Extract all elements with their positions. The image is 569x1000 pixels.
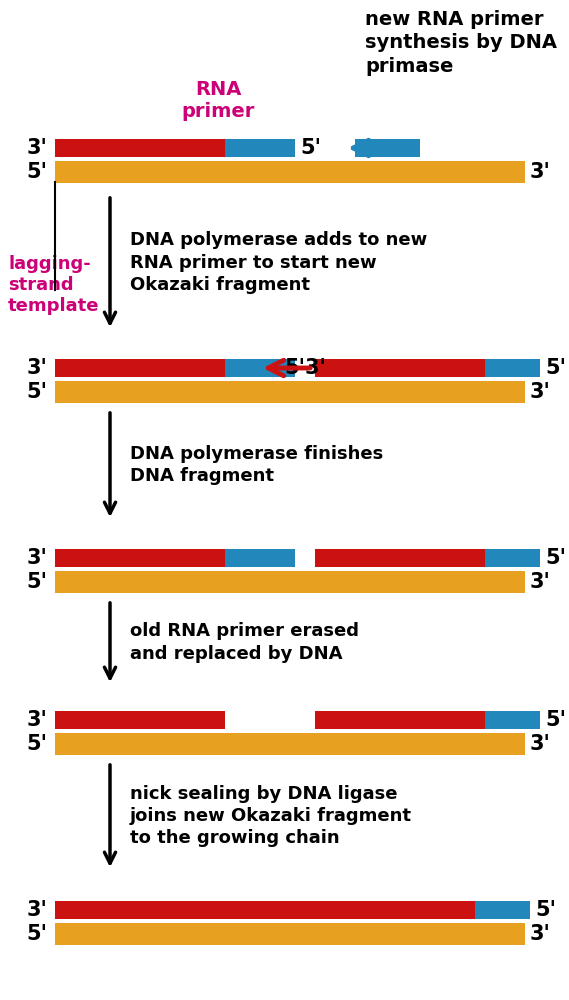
Text: 5': 5' <box>300 138 321 158</box>
Bar <box>55 359 225 377</box>
Text: 5': 5' <box>26 734 47 754</box>
Text: 5': 5' <box>545 358 566 378</box>
Text: DNA polymerase finishes
DNA fragment: DNA polymerase finishes DNA fragment <box>130 445 384 485</box>
Bar <box>485 711 540 729</box>
Bar <box>485 549 540 567</box>
Bar <box>225 359 295 377</box>
Text: 5': 5' <box>535 900 556 920</box>
Text: 5': 5' <box>545 710 566 730</box>
Text: 5': 5' <box>26 382 47 402</box>
Bar <box>485 359 540 377</box>
Text: 3': 3' <box>26 710 47 730</box>
Text: 5': 5' <box>26 162 47 182</box>
Bar <box>315 711 485 729</box>
Text: old RNA primer erased
and replaced by DNA: old RNA primer erased and replaced by DN… <box>130 622 359 663</box>
Bar <box>55 161 525 183</box>
Text: 3': 3' <box>530 572 551 592</box>
Text: DNA polymerase adds to new
RNA primer to start new
Okazaki fragment: DNA polymerase adds to new RNA primer to… <box>130 231 427 294</box>
Text: 3': 3' <box>26 548 47 568</box>
Text: 3': 3' <box>530 734 551 754</box>
Text: 3': 3' <box>26 138 47 158</box>
Bar <box>315 359 485 377</box>
Bar <box>315 549 485 567</box>
Bar <box>355 139 420 157</box>
Text: lagging-
strand
template: lagging- strand template <box>8 255 100 315</box>
Text: 5'3': 5'3' <box>284 358 326 378</box>
Bar <box>55 571 525 593</box>
Text: new RNA primer
synthesis by DNA
primase: new RNA primer synthesis by DNA primase <box>365 10 557 76</box>
Bar <box>55 139 225 157</box>
Text: nick sealing by DNA ligase
joins new Okazaki fragment
to the growing chain: nick sealing by DNA ligase joins new Oka… <box>130 785 412 847</box>
Text: 5': 5' <box>545 548 566 568</box>
Text: RNA
primer: RNA primer <box>182 80 255 121</box>
Bar <box>225 139 295 157</box>
Bar <box>55 733 525 755</box>
Text: 5': 5' <box>26 572 47 592</box>
Text: 3': 3' <box>530 162 551 182</box>
Bar <box>55 923 525 945</box>
Bar <box>225 549 295 567</box>
Text: 3': 3' <box>26 900 47 920</box>
Text: 5': 5' <box>26 924 47 944</box>
Text: 3': 3' <box>530 924 551 944</box>
Bar <box>55 549 225 567</box>
Bar <box>55 901 475 919</box>
Bar <box>55 381 525 403</box>
Text: 3': 3' <box>26 358 47 378</box>
Bar <box>55 711 225 729</box>
Text: 3': 3' <box>530 382 551 402</box>
Bar <box>475 901 530 919</box>
